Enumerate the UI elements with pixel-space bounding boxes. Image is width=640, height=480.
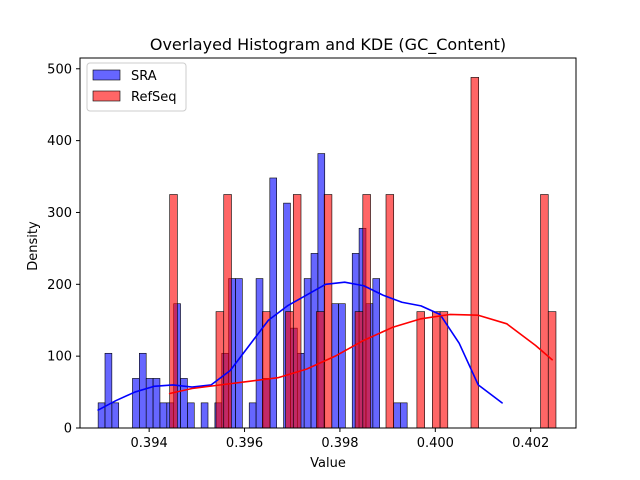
x-tick-label: 0.398	[321, 436, 358, 451]
refseq-bar	[354, 311, 364, 429]
sra-bar	[235, 278, 243, 429]
sra-bar	[200, 402, 209, 429]
sra-bar	[187, 402, 195, 429]
sra-bar	[372, 278, 380, 429]
sra-bar	[269, 177, 277, 429]
sra-bar	[145, 378, 154, 429]
y-tick-label: 400	[47, 134, 72, 149]
sra-bar	[159, 402, 168, 429]
sra-kde-line	[97, 281, 503, 411]
sra-bar	[132, 378, 140, 429]
refseq-bar	[385, 194, 395, 429]
refseq-bars	[169, 77, 557, 429]
y-axis-ticks: 0 100 200 300 400 500	[47, 62, 80, 437]
legend-label-refseq: RefSeq	[131, 90, 177, 105]
sra-bar	[338, 303, 346, 429]
sra-bar	[104, 352, 113, 429]
legend-swatch-sra	[92, 69, 121, 81]
legend: SRA RefSeq	[86, 62, 187, 112]
sra-bar	[111, 402, 120, 429]
refseq-bar	[285, 311, 294, 429]
refseq-bar	[292, 194, 302, 429]
refseq-bar	[362, 194, 371, 429]
refseq-kde-line	[168, 313, 553, 395]
x-tick-label: 0.400	[417, 436, 454, 451]
y-tick-label: 300	[47, 206, 72, 221]
sra-bar	[393, 402, 401, 429]
sra-bar	[331, 303, 339, 429]
y-tick-label: 500	[47, 62, 72, 77]
refseq-bar	[547, 311, 557, 429]
refseq-bar	[215, 311, 225, 429]
y-axis-label: Density	[26, 221, 41, 271]
x-tick-label: 0.394	[131, 436, 168, 451]
refseq-bar	[439, 311, 449, 429]
sra-bar	[248, 402, 257, 429]
refseq-bar	[323, 194, 333, 429]
y-tick-label: 100	[47, 350, 72, 365]
sra-bar	[400, 402, 408, 429]
refseq-bar	[470, 77, 480, 429]
sra-bar	[255, 278, 264, 429]
refseq-bar	[262, 311, 271, 429]
refseq-bar	[223, 194, 232, 429]
plot-area-frame	[79, 57, 577, 429]
x-tick-label: 0.396	[226, 436, 263, 451]
sra-bar	[303, 278, 312, 429]
chart-title: Overlayed Histogram and KDE (GC_Content)	[150, 35, 506, 55]
refseq-bar	[432, 311, 441, 429]
y-tick-label: 0	[64, 422, 72, 437]
refseq-bar	[540, 194, 549, 429]
x-tick-label: 0.402	[512, 436, 549, 451]
x-axis-ticks: 0.394 0.396 0.398 0.400 0.402	[131, 428, 549, 451]
y-tick-label: 200	[47, 278, 72, 293]
refseq-bar	[416, 311, 425, 429]
refseq-bar	[316, 311, 325, 429]
legend-label-sra: SRA	[131, 69, 157, 84]
kde-lines	[97, 281, 553, 411]
legend-swatch-refseq	[92, 90, 121, 102]
x-axis-label: Value	[310, 456, 346, 471]
